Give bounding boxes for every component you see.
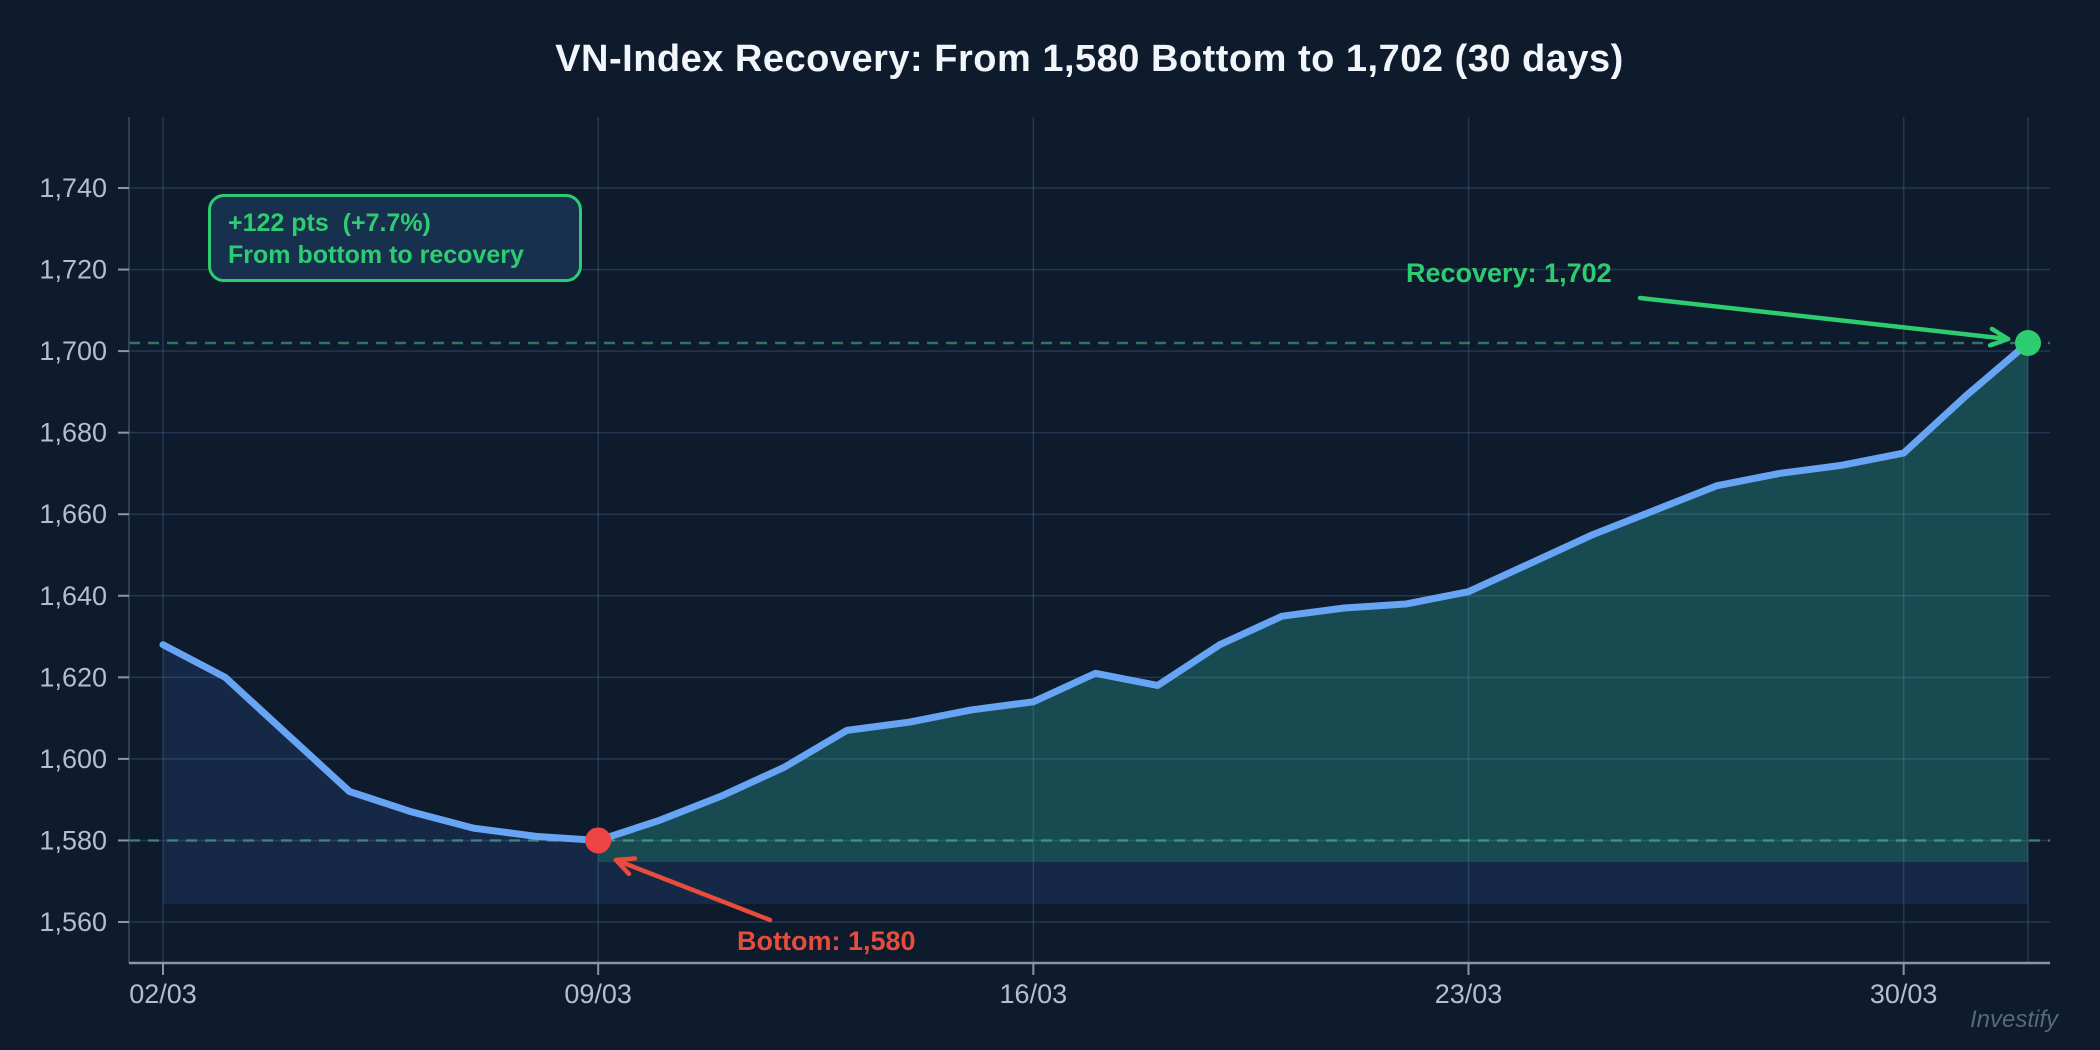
y-tick-label: 1,560: [39, 907, 107, 937]
y-tick-label: 1,720: [39, 255, 107, 285]
y-tick-label: 1,580: [39, 825, 107, 855]
area-fill-recovery: [598, 342, 2028, 863]
y-tick-label: 1,700: [39, 336, 107, 366]
bottom-marker-dot: [585, 827, 612, 854]
summary-annotation-box: +122 pts (+7.7%) From bottom to recovery: [208, 194, 582, 282]
y-tick-label: 1,620: [39, 662, 107, 692]
watermark: Investify: [1970, 1006, 2059, 1033]
x-tick-label: 30/03: [1870, 979, 1938, 1009]
chart-title: VN-Index Recovery: From 1,580 Bottom to …: [555, 38, 1624, 80]
bottom-arrow-head: [613, 857, 632, 877]
x-tick-label: 16/03: [1000, 979, 1068, 1009]
area-fill-full: [163, 342, 2028, 905]
recovery-arrow: [1637, 295, 2011, 342]
recovery-arrow-head: [1989, 326, 2011, 342]
y-tick-label: 1,600: [39, 744, 107, 774]
x-tick-label: 23/03: [1435, 979, 1503, 1009]
x-tick-label: 02/03: [129, 979, 197, 1009]
bottom-arrow-head: [613, 856, 638, 863]
y-tick-label: 1,660: [39, 499, 107, 529]
y-tick-label: 1,740: [39, 173, 107, 203]
y-tick-label: 1,680: [39, 418, 107, 448]
x-tick-label: 09/03: [564, 979, 632, 1009]
bottom-annotation-label: Bottom: 1,580: [737, 926, 916, 956]
price-line: [159, 339, 2032, 844]
recovery-arrow-head: [1987, 336, 2011, 348]
summary-change-caption: From bottom to recovery: [228, 241, 524, 269]
y-tick-label: 1,640: [39, 581, 107, 611]
recovery-marker-dot: [2015, 329, 2041, 356]
recovery-annotation-label: Recovery: 1,702: [1406, 258, 1612, 288]
summary-change-points: +122 pts (+7.7%): [228, 209, 431, 237]
bottom-arrow: [613, 857, 773, 923]
